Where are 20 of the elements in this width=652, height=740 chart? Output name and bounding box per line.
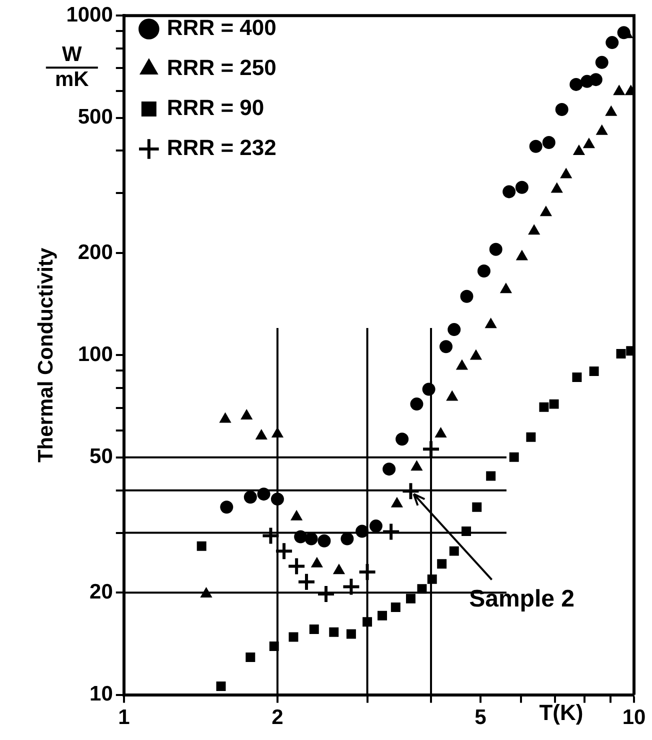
y-tick-label: 100 (78, 342, 113, 366)
legend-label: RRR = 232 (166, 135, 276, 160)
legend-label: RRR = 400 (166, 15, 276, 40)
y-tick-label: 200 (78, 240, 113, 264)
y-tick-label: 1000 (66, 3, 113, 26)
text: mK (54, 68, 89, 91)
x-tick-label: 2 (272, 706, 284, 730)
legend-label: RRR = 250 (166, 55, 276, 80)
y-tick-label: 50 (90, 445, 113, 468)
x-tick-label: 10 (622, 706, 646, 730)
x-tick-label: 5 (474, 706, 487, 730)
x-axis-title: T(K) (539, 700, 584, 725)
y-tick-label: 500 (78, 106, 113, 129)
y-tick-label: 20 (90, 580, 113, 604)
annotation: Sample 2 (469, 585, 574, 612)
legend-label: RRR = 90 (166, 95, 264, 120)
y-tick-label: 10 (90, 682, 113, 706)
text: W (62, 42, 82, 66)
y-axis-title: Thermal Conductivity (34, 248, 58, 463)
x-tick-label: 1 (118, 706, 130, 730)
